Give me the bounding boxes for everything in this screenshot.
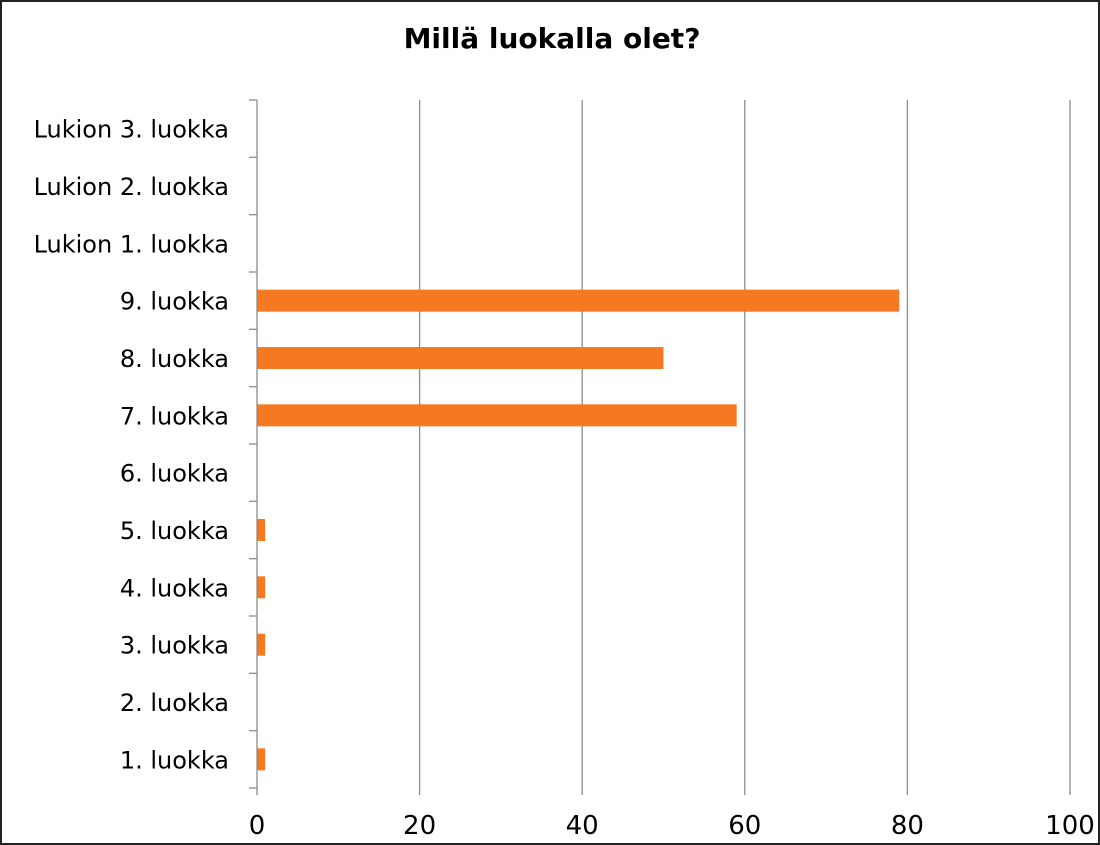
bar-9	[257, 289, 900, 312]
x-tick-label-40: 40	[566, 811, 599, 841]
y-category-label: Lukion 2. luokka	[34, 173, 229, 201]
bars-layer	[257, 289, 900, 771]
bar-3	[257, 633, 266, 656]
bar-4	[257, 576, 266, 599]
y-category-label: 3. luokka	[120, 632, 229, 660]
label-layer: 0 20 40 60 80 100 1. luokka 2. luokka 3. luokka 4…	[34, 116, 1095, 841]
bar-1	[257, 748, 266, 771]
bar-7	[257, 404, 737, 427]
x-tick-label-0: 0	[249, 811, 266, 841]
bar-5	[257, 519, 266, 541]
axis-layer	[249, 99, 1071, 795]
y-category-label: Lukion 1. luokka	[34, 230, 229, 258]
grid-layer	[418, 100, 1071, 788]
x-tick-label-60: 60	[728, 811, 761, 841]
y-category-label: Lukion 3. luokka	[34, 116, 229, 144]
bar-8	[257, 347, 664, 369]
y-category-label: 8. luokka	[120, 345, 229, 373]
chart-title: Millä luokalla olet?	[403, 22, 701, 55]
y-category-label: 2. luokka	[120, 689, 229, 717]
y-category-label: 6. luokka	[120, 460, 229, 488]
y-category-label: 9. luokka	[120, 288, 229, 316]
y-category-label: 1. luokka	[120, 746, 229, 774]
y-category-label: 7. luokka	[120, 402, 229, 430]
x-tick-label-80: 80	[891, 811, 924, 841]
x-tick-label-20: 20	[403, 811, 436, 841]
y-category-label: 4. luokka	[120, 574, 229, 602]
x-tick-label-100: 100	[1045, 811, 1095, 841]
y-category-label: 5. luokka	[120, 517, 229, 545]
